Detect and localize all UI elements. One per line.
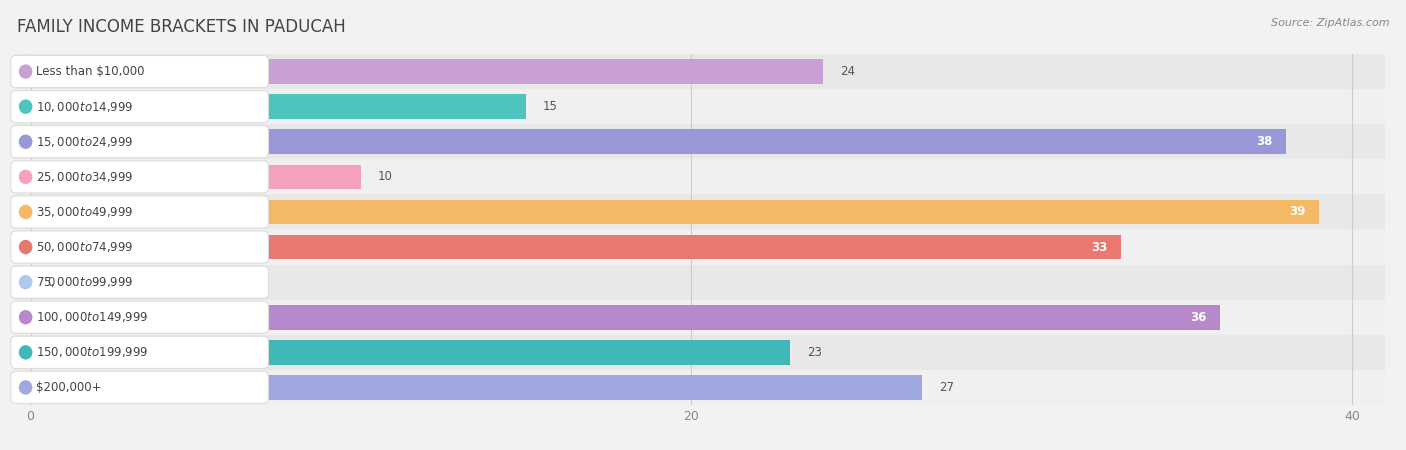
Circle shape bbox=[20, 276, 32, 288]
Text: 10: 10 bbox=[377, 171, 392, 183]
Text: Source: ZipAtlas.com: Source: ZipAtlas.com bbox=[1271, 18, 1389, 28]
Text: $10,000 to $14,999: $10,000 to $14,999 bbox=[35, 99, 134, 114]
Text: $75,000 to $99,999: $75,000 to $99,999 bbox=[35, 275, 134, 289]
Bar bbox=[31, 305, 1220, 329]
Text: 23: 23 bbox=[807, 346, 821, 359]
Text: 38: 38 bbox=[1256, 135, 1272, 148]
Text: FAMILY INCOME BRACKETS IN PADUCAH: FAMILY INCOME BRACKETS IN PADUCAH bbox=[17, 18, 346, 36]
FancyBboxPatch shape bbox=[14, 265, 1385, 300]
FancyBboxPatch shape bbox=[14, 89, 1385, 124]
Bar bbox=[31, 200, 1319, 224]
Circle shape bbox=[20, 311, 32, 324]
Circle shape bbox=[20, 381, 32, 394]
Text: $25,000 to $34,999: $25,000 to $34,999 bbox=[35, 170, 134, 184]
Bar bbox=[31, 375, 922, 400]
Text: $15,000 to $24,999: $15,000 to $24,999 bbox=[35, 135, 134, 149]
FancyBboxPatch shape bbox=[11, 301, 269, 333]
FancyBboxPatch shape bbox=[11, 90, 269, 123]
Circle shape bbox=[20, 171, 32, 183]
FancyBboxPatch shape bbox=[11, 196, 269, 228]
FancyBboxPatch shape bbox=[11, 55, 269, 88]
Bar bbox=[31, 165, 361, 189]
FancyBboxPatch shape bbox=[14, 230, 1385, 265]
Circle shape bbox=[20, 65, 32, 78]
Text: 15: 15 bbox=[543, 100, 557, 113]
Text: $100,000 to $149,999: $100,000 to $149,999 bbox=[35, 310, 148, 324]
FancyBboxPatch shape bbox=[11, 231, 269, 263]
Text: 0: 0 bbox=[46, 276, 55, 288]
Text: 39: 39 bbox=[1289, 206, 1306, 218]
Circle shape bbox=[20, 100, 32, 113]
Circle shape bbox=[20, 241, 32, 253]
FancyBboxPatch shape bbox=[11, 266, 269, 298]
FancyBboxPatch shape bbox=[14, 194, 1385, 230]
FancyBboxPatch shape bbox=[14, 335, 1385, 370]
Text: Less than $10,000: Less than $10,000 bbox=[35, 65, 143, 78]
Text: 36: 36 bbox=[1189, 311, 1206, 324]
FancyBboxPatch shape bbox=[14, 370, 1385, 405]
Text: $150,000 to $199,999: $150,000 to $199,999 bbox=[35, 345, 148, 360]
Text: 24: 24 bbox=[839, 65, 855, 78]
FancyBboxPatch shape bbox=[11, 126, 269, 158]
Text: $200,000+: $200,000+ bbox=[35, 381, 101, 394]
Circle shape bbox=[20, 346, 32, 359]
FancyBboxPatch shape bbox=[11, 371, 269, 404]
Text: 33: 33 bbox=[1091, 241, 1108, 253]
FancyBboxPatch shape bbox=[11, 336, 269, 369]
Bar bbox=[31, 130, 1286, 154]
Bar bbox=[31, 59, 824, 84]
FancyBboxPatch shape bbox=[14, 124, 1385, 159]
FancyBboxPatch shape bbox=[14, 54, 1385, 89]
FancyBboxPatch shape bbox=[14, 300, 1385, 335]
Text: $50,000 to $74,999: $50,000 to $74,999 bbox=[35, 240, 134, 254]
FancyBboxPatch shape bbox=[14, 159, 1385, 194]
Bar bbox=[31, 94, 526, 119]
Text: $35,000 to $49,999: $35,000 to $49,999 bbox=[35, 205, 134, 219]
Bar bbox=[31, 235, 1121, 259]
Circle shape bbox=[20, 135, 32, 148]
Circle shape bbox=[20, 206, 32, 218]
Text: 27: 27 bbox=[939, 381, 953, 394]
FancyBboxPatch shape bbox=[11, 161, 269, 193]
Bar bbox=[31, 340, 790, 364]
